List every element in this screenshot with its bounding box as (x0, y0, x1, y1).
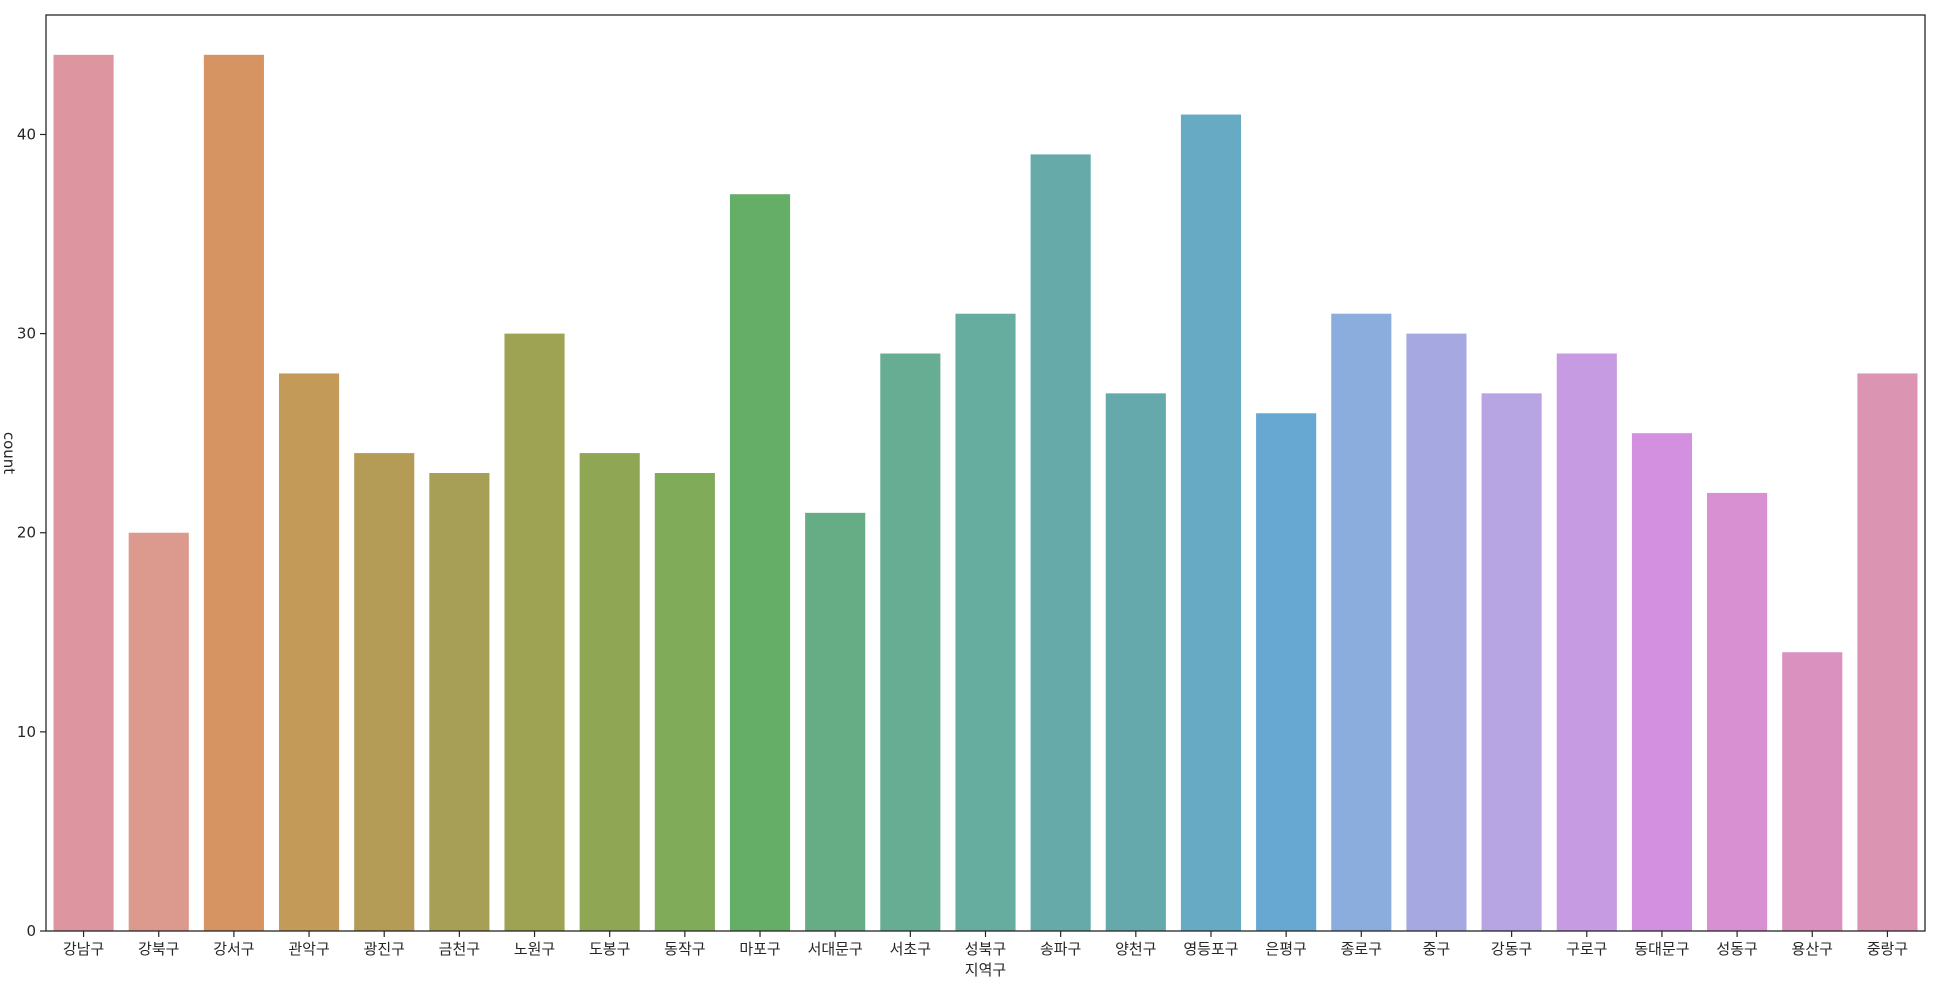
x-tick-label: 중랑구 (1867, 940, 1908, 958)
x-tick-label: 금천구 (439, 940, 480, 958)
bar-19 (1481, 393, 1542, 931)
y-tick-label: 10 (17, 723, 36, 741)
x-tick-label: 강서구 (213, 940, 254, 958)
x-tick-label: 용산구 (1792, 940, 1833, 958)
x-tick-label: 강남구 (63, 940, 104, 958)
x-tick-label: 영등포구 (1183, 940, 1238, 958)
x-tick-label: 종로구 (1341, 940, 1382, 958)
x-tick-label: 서초구 (890, 940, 931, 958)
bar-24 (1857, 373, 1918, 931)
x-tick-label: 구로구 (1566, 940, 1607, 958)
x-tick-label: 동대문구 (1634, 940, 1689, 958)
bar-4 (354, 453, 415, 931)
bar-6 (504, 333, 565, 931)
bar-18 (1406, 333, 1467, 931)
bar-11 (880, 353, 941, 931)
y-tick-label: 20 (17, 524, 36, 542)
x-tick-label: 서대문구 (808, 940, 863, 958)
y-axis-ticks: 0 10 20 30 40 (17, 125, 46, 940)
bars-group (53, 54, 1918, 932)
bar-12 (955, 313, 1016, 931)
y-axis-label: count (0, 432, 18, 474)
x-tick-label: 동작구 (664, 940, 705, 958)
x-tick-label: 강동구 (1491, 940, 1532, 958)
y-tick-label: 30 (17, 325, 36, 343)
x-tick-label: 성북구 (965, 940, 1006, 958)
bar-3 (278, 373, 340, 931)
bar-13 (1030, 154, 1091, 932)
plot-frame (45, 14, 1926, 932)
x-tick-label: 은평구 (1265, 940, 1306, 958)
bar-2 (203, 54, 264, 931)
x-tick-label: 광진구 (364, 940, 405, 958)
bar-8 (654, 473, 715, 931)
bar-17 (1331, 313, 1392, 931)
bar-1 (128, 532, 189, 931)
bar-5 (429, 473, 490, 931)
bar-9 (729, 194, 791, 931)
x-tick-label: 강북구 (138, 940, 179, 958)
x-axis-ticks: 강남구 강북구 강서구 관악구 광진구 금천구 노원구 도봉구 동작구 마포구 서대문구 서초구 성북구… (63, 931, 1908, 958)
y-tick-label: 0 (26, 922, 36, 940)
x-tick-label: 마포구 (739, 940, 780, 958)
bar-10 (805, 512, 866, 931)
x-tick-label: 중구 (1423, 940, 1451, 958)
y-tick-label: 40 (17, 125, 36, 143)
bar-22 (1707, 492, 1768, 931)
bar-16 (1256, 413, 1317, 931)
bar-0 (53, 54, 114, 931)
x-tick-label: 관악구 (288, 940, 329, 958)
bar-20 (1556, 353, 1617, 931)
x-tick-label: 성동구 (1716, 940, 1757, 958)
x-axis-label: 지역구 (965, 961, 1006, 979)
bar-14 (1105, 393, 1166, 931)
x-tick-label: 양천구 (1115, 940, 1156, 958)
x-tick-label: 노원구 (514, 940, 555, 958)
bar-15 (1180, 114, 1242, 932)
bar-21 (1631, 433, 1693, 931)
bar-23 (1782, 652, 1843, 931)
x-tick-label: 송파구 (1040, 940, 1081, 958)
x-tick-label: 도봉구 (589, 940, 630, 958)
bar-7 (579, 453, 640, 931)
